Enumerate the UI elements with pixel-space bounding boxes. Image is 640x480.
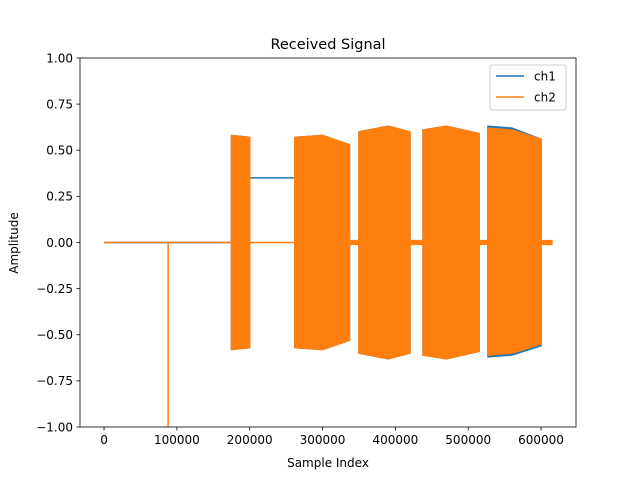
y-tick-label: −0.50 [36,328,73,342]
legend: ch1 ch2 [489,64,567,111]
y-tick-label: 0.00 [46,236,73,250]
y-tick-label: 1.00 [46,51,73,65]
plot-content [104,125,553,427]
ch2-signal-burst-8 [478,239,489,246]
x-tick-label: 600000 [518,433,564,447]
x-tick-label: 100000 [154,433,200,447]
ch2-signal-burst-3 [294,134,351,351]
ch2-signal-burst-1 [230,134,251,351]
x-tick-label: 0 [100,433,108,447]
ch2-signal-burst-5 [358,125,411,360]
chart-title: Received Signal [270,37,385,53]
y-tick-label: −1.00 [36,420,73,434]
ch2-signal-burst-4 [348,239,360,246]
y-axis: −1.00 −0.75 −0.50 −0.25 0.00 0.25 0.50 0.75 1.00 [36,51,80,434]
ch2-signal-burst-6 [409,239,424,246]
ch2-signal-burst-7 [422,125,480,360]
y-tick-label: −0.75 [36,374,73,388]
series-ch2 [104,125,553,427]
ch2-signal-burst-9 [487,127,542,356]
y-tick-label: −0.25 [36,282,73,296]
legend-label-ch1: ch1 [534,69,556,83]
y-axis-label: Amplitude [7,212,21,274]
x-axis-label: Sample Index [287,456,369,470]
x-tick-label: 400000 [372,433,418,447]
legend-label-ch2: ch2 [534,90,556,104]
x-tick-label: 200000 [227,433,273,447]
ch2-signal-burst-10 [540,239,553,246]
x-tick-label: 300000 [300,433,346,447]
x-tick-label: 500000 [445,433,491,447]
y-tick-label: 0.25 [46,190,73,204]
y-tick-label: 0.75 [46,97,73,111]
ch2-line-segment-0 [104,241,232,427]
x-axis: 0 100000 200000 300000 400000 500000 600000 [100,427,564,447]
y-tick-label: 0.50 [46,144,73,158]
